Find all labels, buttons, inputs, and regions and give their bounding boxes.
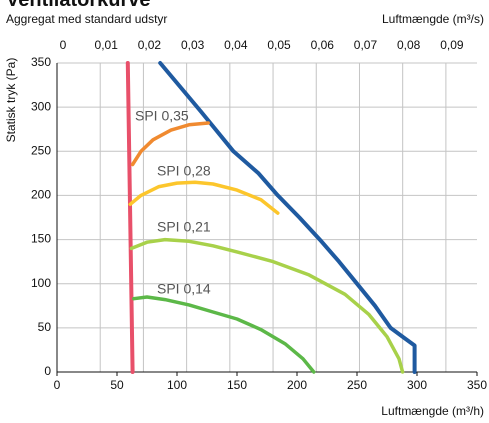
top-tick-label: 0,06	[311, 38, 335, 52]
x-tick-label: 150	[227, 378, 247, 392]
top-tick-label: 0	[60, 38, 67, 52]
y-tick-label: 300	[31, 99, 51, 113]
x-tick-label: 250	[347, 378, 367, 392]
y-tick-label: 100	[31, 276, 51, 290]
x-tick-label: 300	[407, 378, 427, 392]
y-tick-label: 50	[38, 320, 52, 334]
curve	[129, 237, 405, 374]
curve	[132, 295, 316, 374]
x-tick-label: 0	[54, 378, 61, 392]
top-tick-label: 0,03	[181, 38, 205, 52]
x-tick-label: 50	[110, 378, 124, 392]
y-tick-label: 150	[31, 232, 51, 246]
y-tick-label: 0	[44, 364, 51, 378]
y-axis-title: Statisk tryk (Pa)	[4, 58, 18, 143]
curve	[158, 61, 417, 374]
curve	[130, 121, 210, 167]
top-tick-label: 0,01	[95, 38, 119, 52]
chart-title: Ventilatorkurve	[6, 0, 151, 11]
curve-label: SPI 0,35	[135, 108, 189, 124]
curve-label: SPI 0,28	[157, 163, 211, 179]
top-tick-label: 0,09	[440, 38, 464, 52]
x-tick-label: 200	[287, 378, 307, 392]
top-tick-label: 0,04	[224, 38, 248, 52]
curve	[125, 61, 135, 374]
x-tick-label: 350	[467, 378, 487, 392]
y-tick-label: 350	[31, 55, 51, 69]
x-axis-title: Luftmængde (m³/h)	[381, 404, 484, 418]
top-tick-label: 0,05	[267, 38, 291, 52]
y-tick-label: 200	[31, 188, 51, 202]
curve-label: SPI 0,14	[157, 281, 211, 297]
curve	[128, 180, 280, 215]
curve-label: SPI 0,21	[157, 219, 211, 235]
x-tick-label: 100	[167, 378, 187, 392]
top-tick-label: 0,02	[138, 38, 162, 52]
y-tick-label: 250	[31, 143, 51, 157]
chart-subtitle: Aggregat med standard udstyr	[6, 12, 167, 26]
top-tick-label: 0,07	[354, 38, 378, 52]
top-tick-label: 0,08	[397, 38, 421, 52]
top-axis-title: Luftmængde (m³/s)	[382, 12, 484, 26]
